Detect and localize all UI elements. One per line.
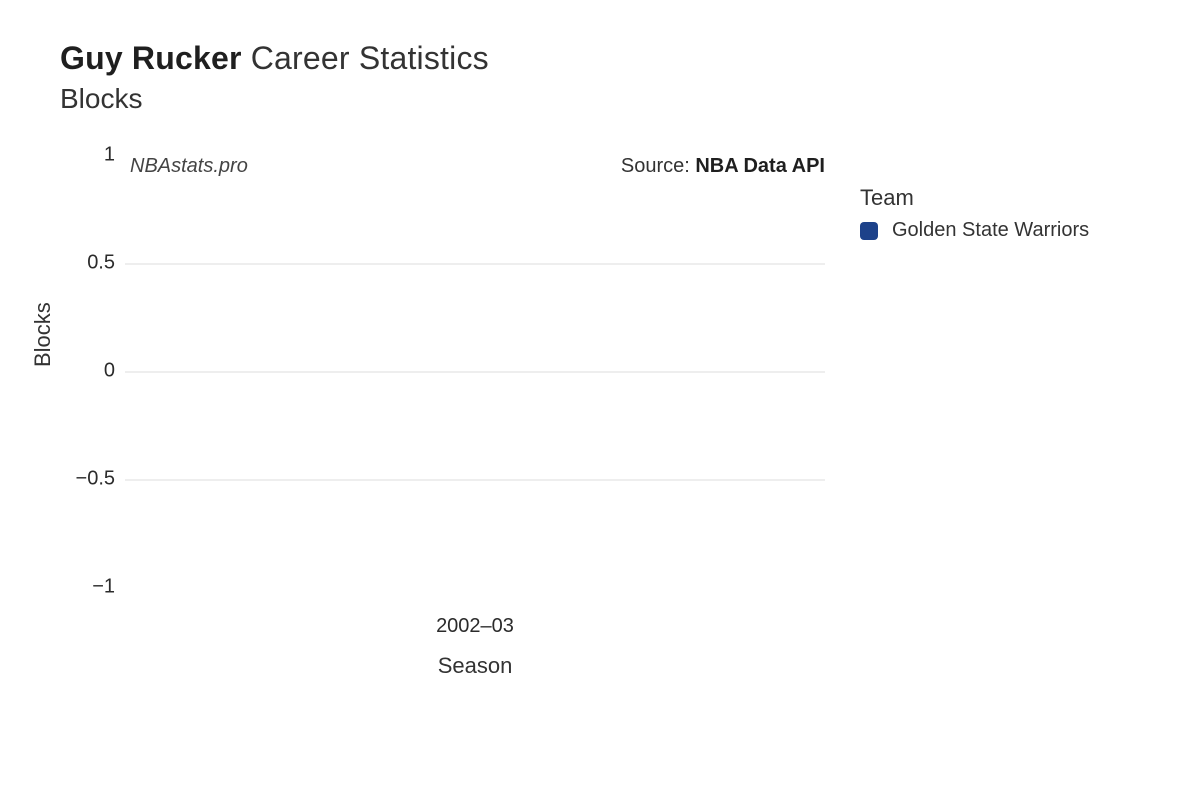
legend-item: Golden State Warriors: [860, 219, 1089, 242]
legend: Team Golden State Warriors: [860, 185, 1089, 242]
y-tick-label: 1: [104, 144, 115, 167]
plot-area: [125, 155, 825, 587]
gridline: [125, 479, 825, 481]
y-tick-label: −0.5: [76, 468, 115, 491]
watermark-text: NBAstats.pro: [130, 155, 248, 178]
chart-title-block: Guy Rucker Career Statistics Blocks: [60, 40, 489, 115]
chart-container: Guy Rucker Career Statistics Blocks Bloc…: [0, 0, 1200, 800]
title-suffix: Career Statistics: [251, 40, 489, 76]
legend-title: Team: [860, 185, 1089, 211]
source-prefix: Source:: [621, 155, 695, 177]
player-name: Guy Rucker: [60, 40, 242, 76]
gridline: [125, 263, 825, 265]
y-tick-label: −1: [92, 576, 115, 599]
chart-title: Guy Rucker Career Statistics: [60, 40, 489, 77]
source-attribution: Source: NBA Data API: [621, 155, 825, 178]
legend-swatch: [860, 222, 878, 240]
gridline: [125, 371, 825, 373]
chart-subtitle: Blocks: [60, 83, 489, 115]
y-tick-label: 0: [104, 360, 115, 383]
y-axis-title: Blocks: [30, 302, 56, 367]
x-axis-title: Season: [438, 653, 513, 679]
x-tick-label: 2002–03: [436, 615, 514, 638]
y-tick-label: 0.5: [87, 252, 115, 275]
legend-label: Golden State Warriors: [892, 219, 1089, 242]
source-name: NBA Data API: [695, 155, 825, 177]
